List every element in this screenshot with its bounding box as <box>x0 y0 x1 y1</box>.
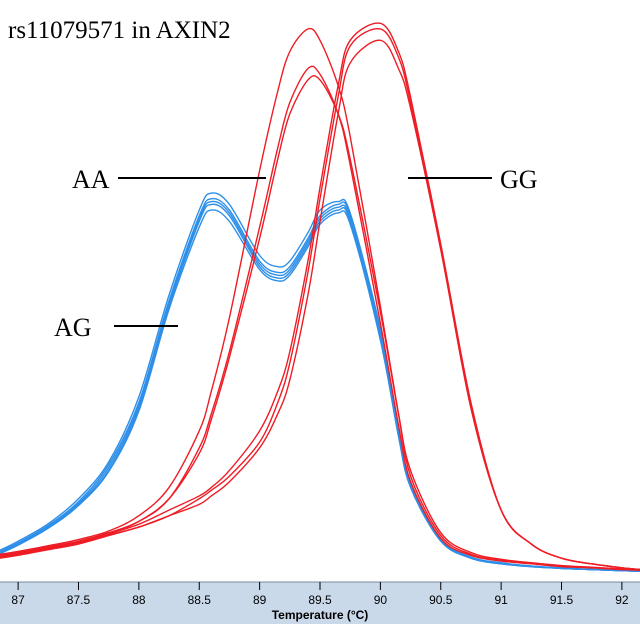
x-tick-label: 88.5 <box>188 593 212 607</box>
x-tick-label: 91.5 <box>550 593 574 607</box>
x-tick-label: 91 <box>494 593 508 607</box>
x-tick-label: 87.5 <box>67 593 91 607</box>
series-line-aa-2 <box>0 27 640 571</box>
x-tick-label: 90.5 <box>429 593 453 607</box>
chart-title: rs11079571 in AXIN2 <box>8 17 231 44</box>
x-tick-label: 90 <box>374 593 388 607</box>
x-tick-label: 88 <box>132 593 146 607</box>
x-axis: 87 87.5 88 88.5 89 89.5 90 90.5 91 91.5 92 Tempera… <box>0 581 640 624</box>
series-line-gg-6 <box>0 28 640 571</box>
series-line-aa-3 <box>0 74 640 571</box>
x-tick-label: 89.5 <box>308 593 332 607</box>
plot-area <box>0 0 640 582</box>
series-line-ag-11 <box>0 200 640 572</box>
genotype-labels: AA GG AG <box>54 165 538 342</box>
x-tick-label: 92 <box>615 593 629 607</box>
x-axis-label: Temperature (°C) <box>272 608 369 622</box>
series-layer <box>0 22 640 572</box>
x-tick-label: 89 <box>253 593 267 607</box>
genotype-label-aa: AA <box>72 165 110 194</box>
x-axis-ticks: 87 87.5 88 88.5 89 89.5 90 90.5 91 91.5 92 <box>11 582 629 607</box>
genotype-label-ag: AG <box>54 313 92 342</box>
genotype-label-gg: GG <box>500 165 538 194</box>
x-tick-label: 87 <box>11 593 25 607</box>
